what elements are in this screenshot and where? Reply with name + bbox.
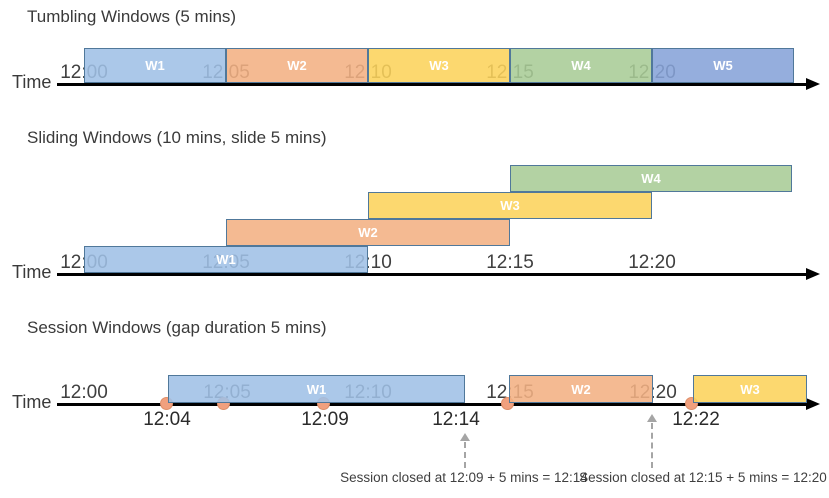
window-label: W3 xyxy=(429,58,449,73)
window-tumbling-w4: W4 xyxy=(510,48,652,83)
window-sliding-w2: W2 xyxy=(226,219,510,246)
window-label: W2 xyxy=(287,58,307,73)
event-time-label: 12:09 xyxy=(301,409,349,430)
window-label: W2 xyxy=(358,225,378,240)
time-axis-line-session xyxy=(57,403,808,406)
time-axis-line-tumbling xyxy=(57,83,808,86)
window-label: W3 xyxy=(740,381,760,397)
section-title-sliding: Sliding Windows (10 mins, slide 5 mins) xyxy=(27,128,327,147)
session-close-annotation: Session closed at 12:09 + 5 mins = 12:14 xyxy=(340,470,588,485)
window-tumbling-w2: W2 xyxy=(226,48,368,83)
dashed-arrow-line xyxy=(651,423,653,468)
window-sliding-w1: W1 xyxy=(84,246,368,273)
window-sliding-w4: W4 xyxy=(510,165,792,192)
window-tumbling-w5: W5 xyxy=(652,48,794,83)
window-label: W2 xyxy=(571,381,591,397)
section-title-tumbling: Tumbling Windows (5 mins) xyxy=(27,7,237,26)
window-session-w3: W3 xyxy=(693,375,807,403)
time-axis-label-sliding: Time xyxy=(12,262,52,282)
time-axis-arrowhead-icon xyxy=(806,77,820,90)
window-label: W3 xyxy=(500,198,520,213)
tick-label: 12:15 xyxy=(486,252,534,273)
section-title-session: Session Windows (gap duration 5 mins) xyxy=(27,318,327,337)
event-time-label: 12:14 xyxy=(432,409,480,430)
time-axis-arrowhead-icon xyxy=(806,397,820,410)
window-label: W1 xyxy=(145,58,165,73)
dashed-arrow-head-icon xyxy=(647,414,657,422)
window-label: W1 xyxy=(306,381,327,397)
window-label: W4 xyxy=(571,58,591,73)
session-close-annotation: Session closed at 12:15 + 5 mins = 12:20 xyxy=(579,470,827,485)
event-time-label: 12:04 xyxy=(143,409,191,430)
window-sliding-w3: W3 xyxy=(368,192,652,219)
dashed-arrow-line xyxy=(464,442,466,468)
tick-label: 12:20 xyxy=(628,252,676,273)
window-label: W4 xyxy=(641,171,661,186)
window-label: W1 xyxy=(216,252,236,267)
time-axis-label-tumbling: Time xyxy=(12,72,52,92)
dashed-arrow-head-icon xyxy=(460,433,470,441)
window-label: W5 xyxy=(713,58,733,73)
window-session-w1: W1 xyxy=(168,375,465,403)
time-axis-arrowhead-icon xyxy=(806,267,820,280)
window-tumbling-w3: W3 xyxy=(368,48,510,83)
time-axis-label-session: Time xyxy=(12,392,52,412)
tick-label: 12:00 xyxy=(60,382,108,403)
event-time-label: 12:22 xyxy=(672,409,720,430)
window-tumbling-w1: W1 xyxy=(84,48,226,83)
time-axis-line-sliding xyxy=(57,273,808,276)
window-session-w2: W2 xyxy=(509,375,653,403)
